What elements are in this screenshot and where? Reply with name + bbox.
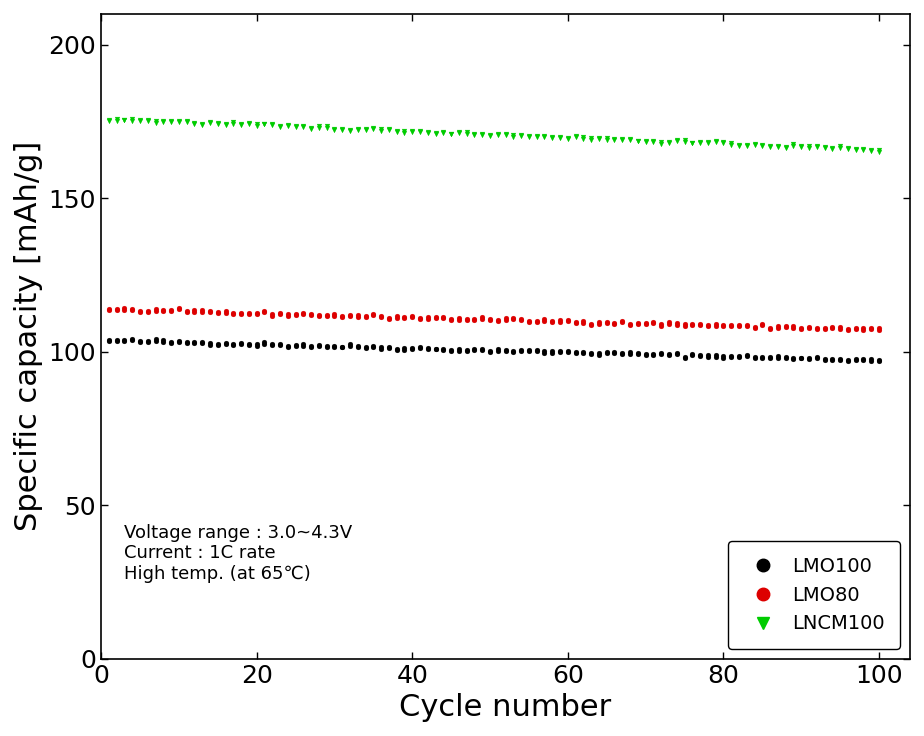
Y-axis label: Specific capacity [mAh/g]: Specific capacity [mAh/g] [14,141,43,531]
Text: Voltage range : 3.0~4.3V
Current : 1C rate
High temp. (at 65℃): Voltage range : 3.0~4.3V Current : 1C ra… [125,523,353,583]
X-axis label: Cycle number: Cycle number [399,693,612,722]
Legend: LMO100, LMO80, LNCM100: LMO100, LMO80, LNCM100 [728,542,900,649]
